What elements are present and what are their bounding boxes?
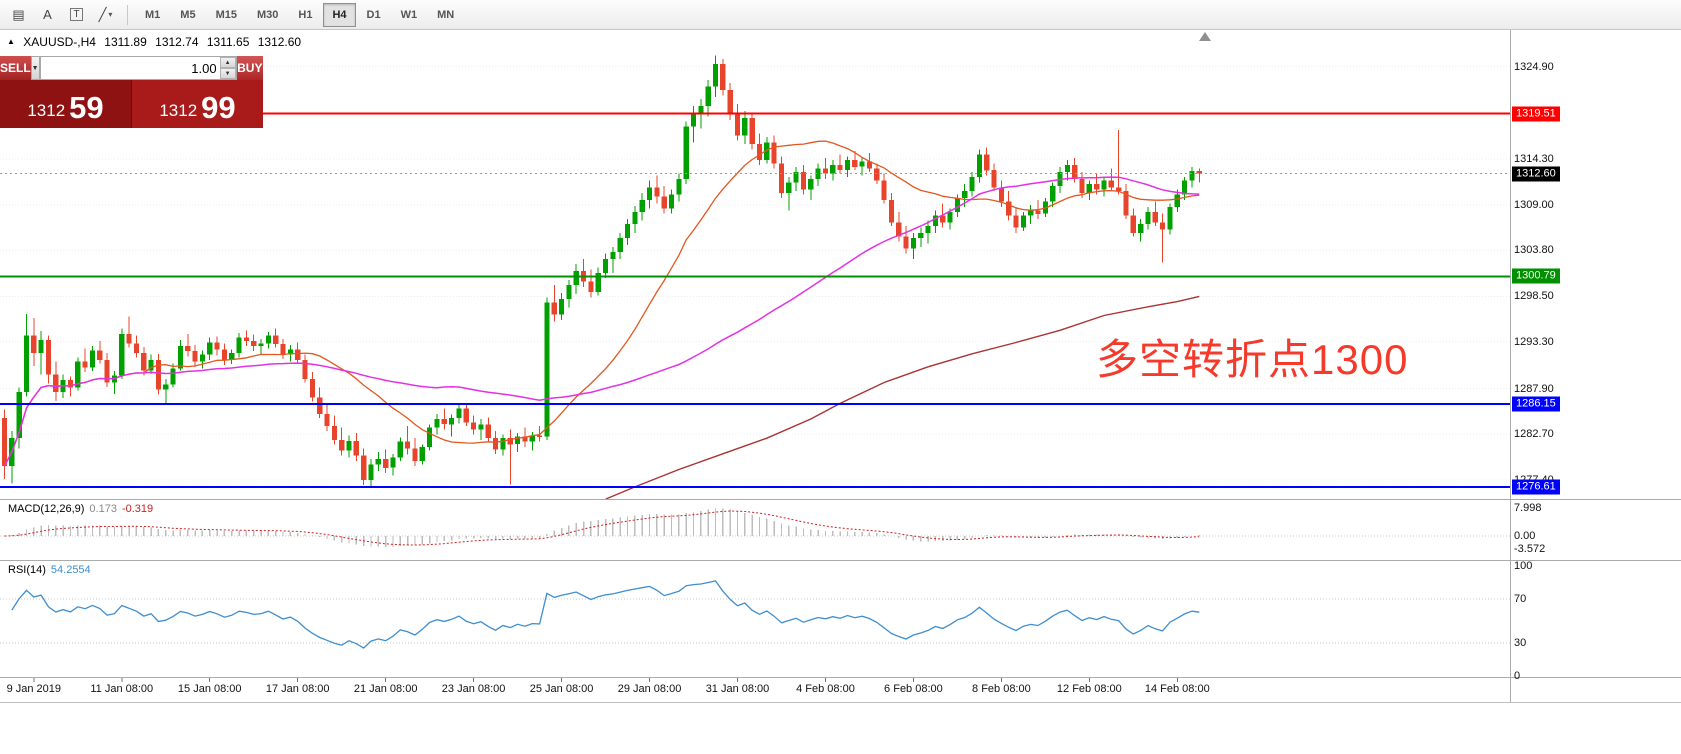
chart-annotation: 多空转折点1300 xyxy=(1096,336,1409,383)
timeframe-h1-button[interactable]: H1 xyxy=(298,8,313,21)
volume-input[interactable] xyxy=(40,57,220,79)
time-axis[interactable] xyxy=(0,678,1510,702)
draw-tools-glyph: ╱ xyxy=(98,6,107,22)
draw-tools-icon[interactable]: ╱ ▾ xyxy=(92,2,119,28)
macd-indicator-label: MACD(12,26,9) 0.173 -0.319 xyxy=(8,503,153,515)
text-label-icon[interactable]: A xyxy=(34,2,61,28)
symbol-period-label: XAUUSD-,H4 xyxy=(23,35,96,49)
timeframe-m30-button[interactable]: M30 xyxy=(256,8,279,21)
timeframe-h4-button[interactable]: H4 xyxy=(323,2,356,27)
text-box-icon[interactable]: T xyxy=(63,2,90,28)
ask-pips: 99 xyxy=(201,90,236,125)
volume-spinner: ▲ ▼ xyxy=(219,57,236,79)
macd-main-value: 0.173 xyxy=(89,503,117,515)
one-click-trading-panel: SELL ▼ ▲ ▼ BUY 1312 59 1312 99 xyxy=(0,56,263,128)
trade-prices-row: 1312 59 1312 99 xyxy=(0,80,263,128)
timeframe-m5-button[interactable]: M5 xyxy=(180,8,196,21)
sell-button[interactable]: SELL xyxy=(0,56,31,80)
chart-objects-glyph: ▤ xyxy=(12,6,25,22)
rsi-indicator-label: RSI(14) 54.2554 xyxy=(8,564,91,576)
timeframe-d1-button[interactable]: D1 xyxy=(366,8,381,21)
text-label-glyph: A xyxy=(43,7,52,22)
macd-signal-value: -0.319 xyxy=(121,503,154,515)
bid-pips: 59 xyxy=(69,90,104,125)
timeframe-m15-button[interactable]: M15 xyxy=(215,8,237,21)
macd-name: MACD(12,26,9) xyxy=(8,503,85,515)
open-value: 1311.89 xyxy=(104,35,147,49)
volume-field-wrap: ▲ ▼ xyxy=(39,56,237,80)
chart-marker-icon: ▲ xyxy=(7,37,15,46)
rsi-value: 54.2554 xyxy=(50,564,91,576)
low-value: 1311.65 xyxy=(206,35,250,49)
ask-figure: 1312 xyxy=(159,101,198,120)
spinner-up-icon[interactable]: ▲ xyxy=(219,57,236,68)
trade-controls-row: SELL ▼ ▲ ▼ BUY xyxy=(0,56,263,80)
chart-objects-icon[interactable]: ▤ xyxy=(5,2,32,28)
bid-price-button[interactable]: 1312 59 xyxy=(0,80,131,128)
chevron-down-icon: ▾ xyxy=(108,10,113,19)
buy-button[interactable]: BUY xyxy=(236,56,263,80)
toolbar-separator xyxy=(127,4,128,25)
price-axis[interactable] xyxy=(1511,30,1681,678)
timeframe-w1-button[interactable]: W1 xyxy=(400,8,418,21)
bid-figure: 1312 xyxy=(27,101,66,120)
volume-dropdown-button[interactable]: ▼ xyxy=(30,56,40,80)
spinner-down-icon[interactable]: ▼ xyxy=(219,68,236,79)
close-value: 1312.60 xyxy=(257,35,302,49)
timeframe-m1-button[interactable]: M1 xyxy=(145,8,161,21)
rsi-name: RSI(14) xyxy=(8,564,46,576)
text-box-glyph: T xyxy=(70,8,83,21)
toolbar: ▤ A T ╱ ▾ M1 M5 M15 M30 H1 H4 D1 W1 MN xyxy=(0,0,1681,30)
timeframe-mn-button[interactable]: MN xyxy=(437,8,455,21)
ohlc-info: ▲ XAUUSD-,H4 1311.89 1312.74 1311.65 131… xyxy=(7,35,306,49)
ask-price-button[interactable]: 1312 99 xyxy=(131,80,263,128)
high-value: 1312.74 xyxy=(155,35,199,49)
